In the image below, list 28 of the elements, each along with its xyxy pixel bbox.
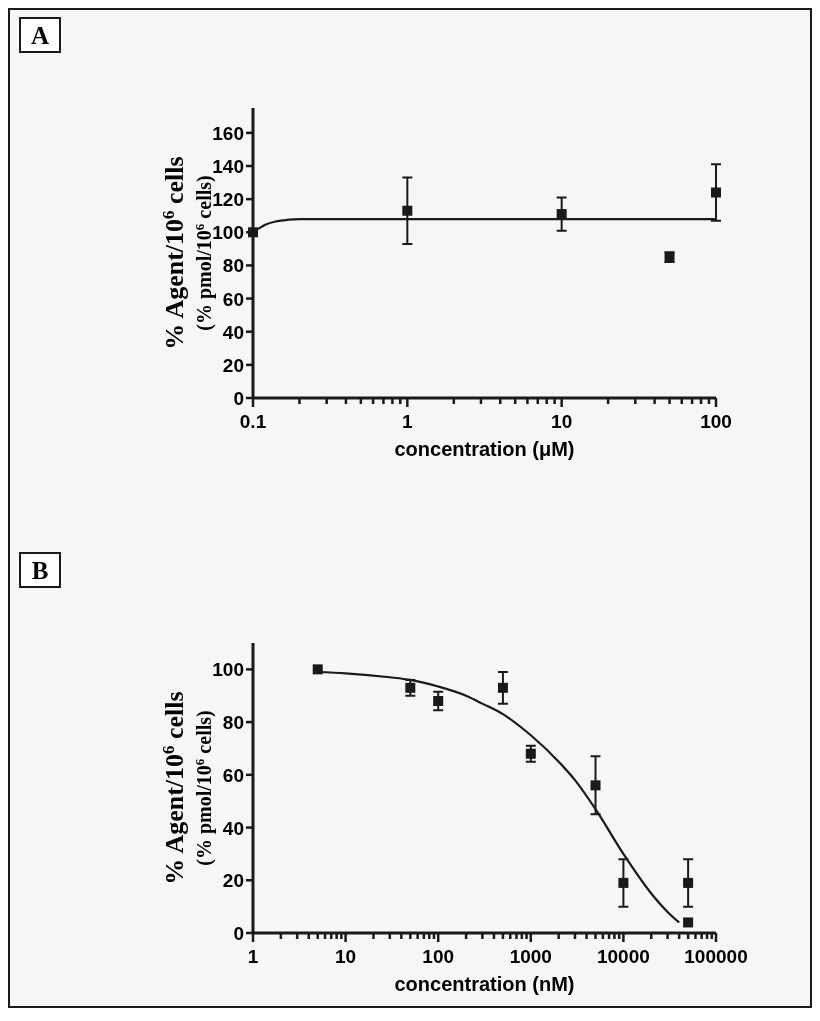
x-tick-label: 1000 — [509, 946, 552, 967]
y-tick-label: 0 — [233, 388, 244, 409]
y-tick-label: 160 — [212, 122, 244, 144]
x-axis-title: concentration (nM) — [394, 973, 575, 995]
y-tick-label: 20 — [222, 354, 244, 376]
y-tick-label: 80 — [222, 255, 244, 277]
y-tick-label: 100 — [212, 659, 244, 681]
y-tick-label: 40 — [222, 817, 244, 839]
text: B — [31, 557, 49, 584]
y-tick-label: 140 — [212, 156, 244, 177]
x-tick-label: 10 — [335, 946, 357, 967]
y-tick-label: 0 — [233, 923, 244, 944]
x-tick-label: 1 — [402, 411, 414, 432]
y-tick-label: 20 — [222, 870, 244, 892]
y-tick-label: 120 — [212, 189, 244, 211]
x-axis-title: concentration (μM) — [394, 438, 575, 460]
text: A — [30, 22, 50, 49]
x-tick-label: 0.1 — [239, 411, 267, 432]
x-tick-label: 100 — [422, 946, 455, 967]
y-tick-label: 80 — [222, 712, 244, 734]
y-tick-label: 60 — [222, 764, 244, 786]
x-tick-label: 100 — [700, 411, 732, 432]
x-tick-label: 10000 — [596, 946, 650, 967]
y-tick-label: 60 — [222, 288, 244, 310]
y-tick-label: 40 — [222, 321, 244, 343]
x-tick-label: 1 — [247, 946, 259, 967]
x-tick-label: 10 — [551, 411, 573, 432]
x-tick-label: 100000 — [684, 946, 748, 967]
